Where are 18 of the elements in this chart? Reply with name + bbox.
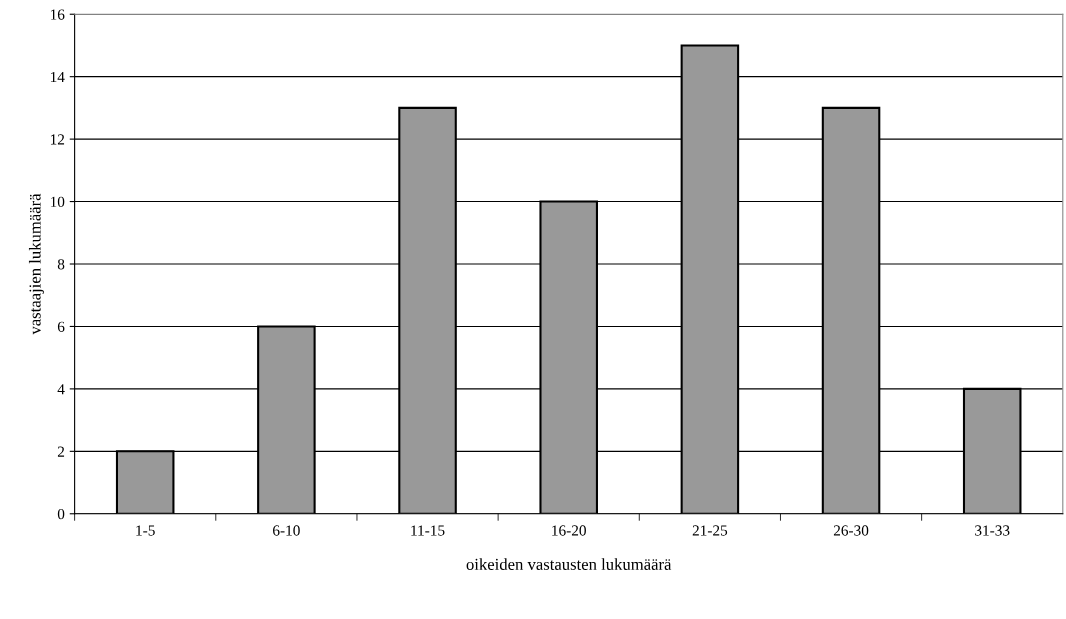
y-tick-label: 8 [57, 259, 65, 270]
y-tick-label: 6 [57, 321, 65, 332]
y-tick-label: 2 [57, 446, 65, 457]
x-tick-label: 26-30 [833, 525, 869, 536]
x-tick-label: 16-20 [552, 525, 586, 536]
y-tick-label: 4 [57, 384, 65, 395]
y-axis-title: vastaajien lukumäärä [28, 193, 45, 335]
x-tick-label: 21-25 [692, 525, 728, 536]
y-tick-label: 0 [57, 508, 65, 520]
x-tick-label: 1-5 [136, 525, 155, 536]
y-tick-label: 16 [50, 9, 65, 20]
x-axis-title: oikeiden vastausten lukumäärä [466, 558, 672, 570]
x-tick-label: 31-33 [975, 525, 1010, 536]
x-tick-label: 6-10 [273, 525, 300, 536]
y-tick-label: 12 [50, 134, 65, 145]
y-tick-label: 14 [50, 71, 65, 82]
y-tick-label: 10 [50, 196, 65, 208]
x-tick-label: 11-15 [411, 525, 445, 536]
